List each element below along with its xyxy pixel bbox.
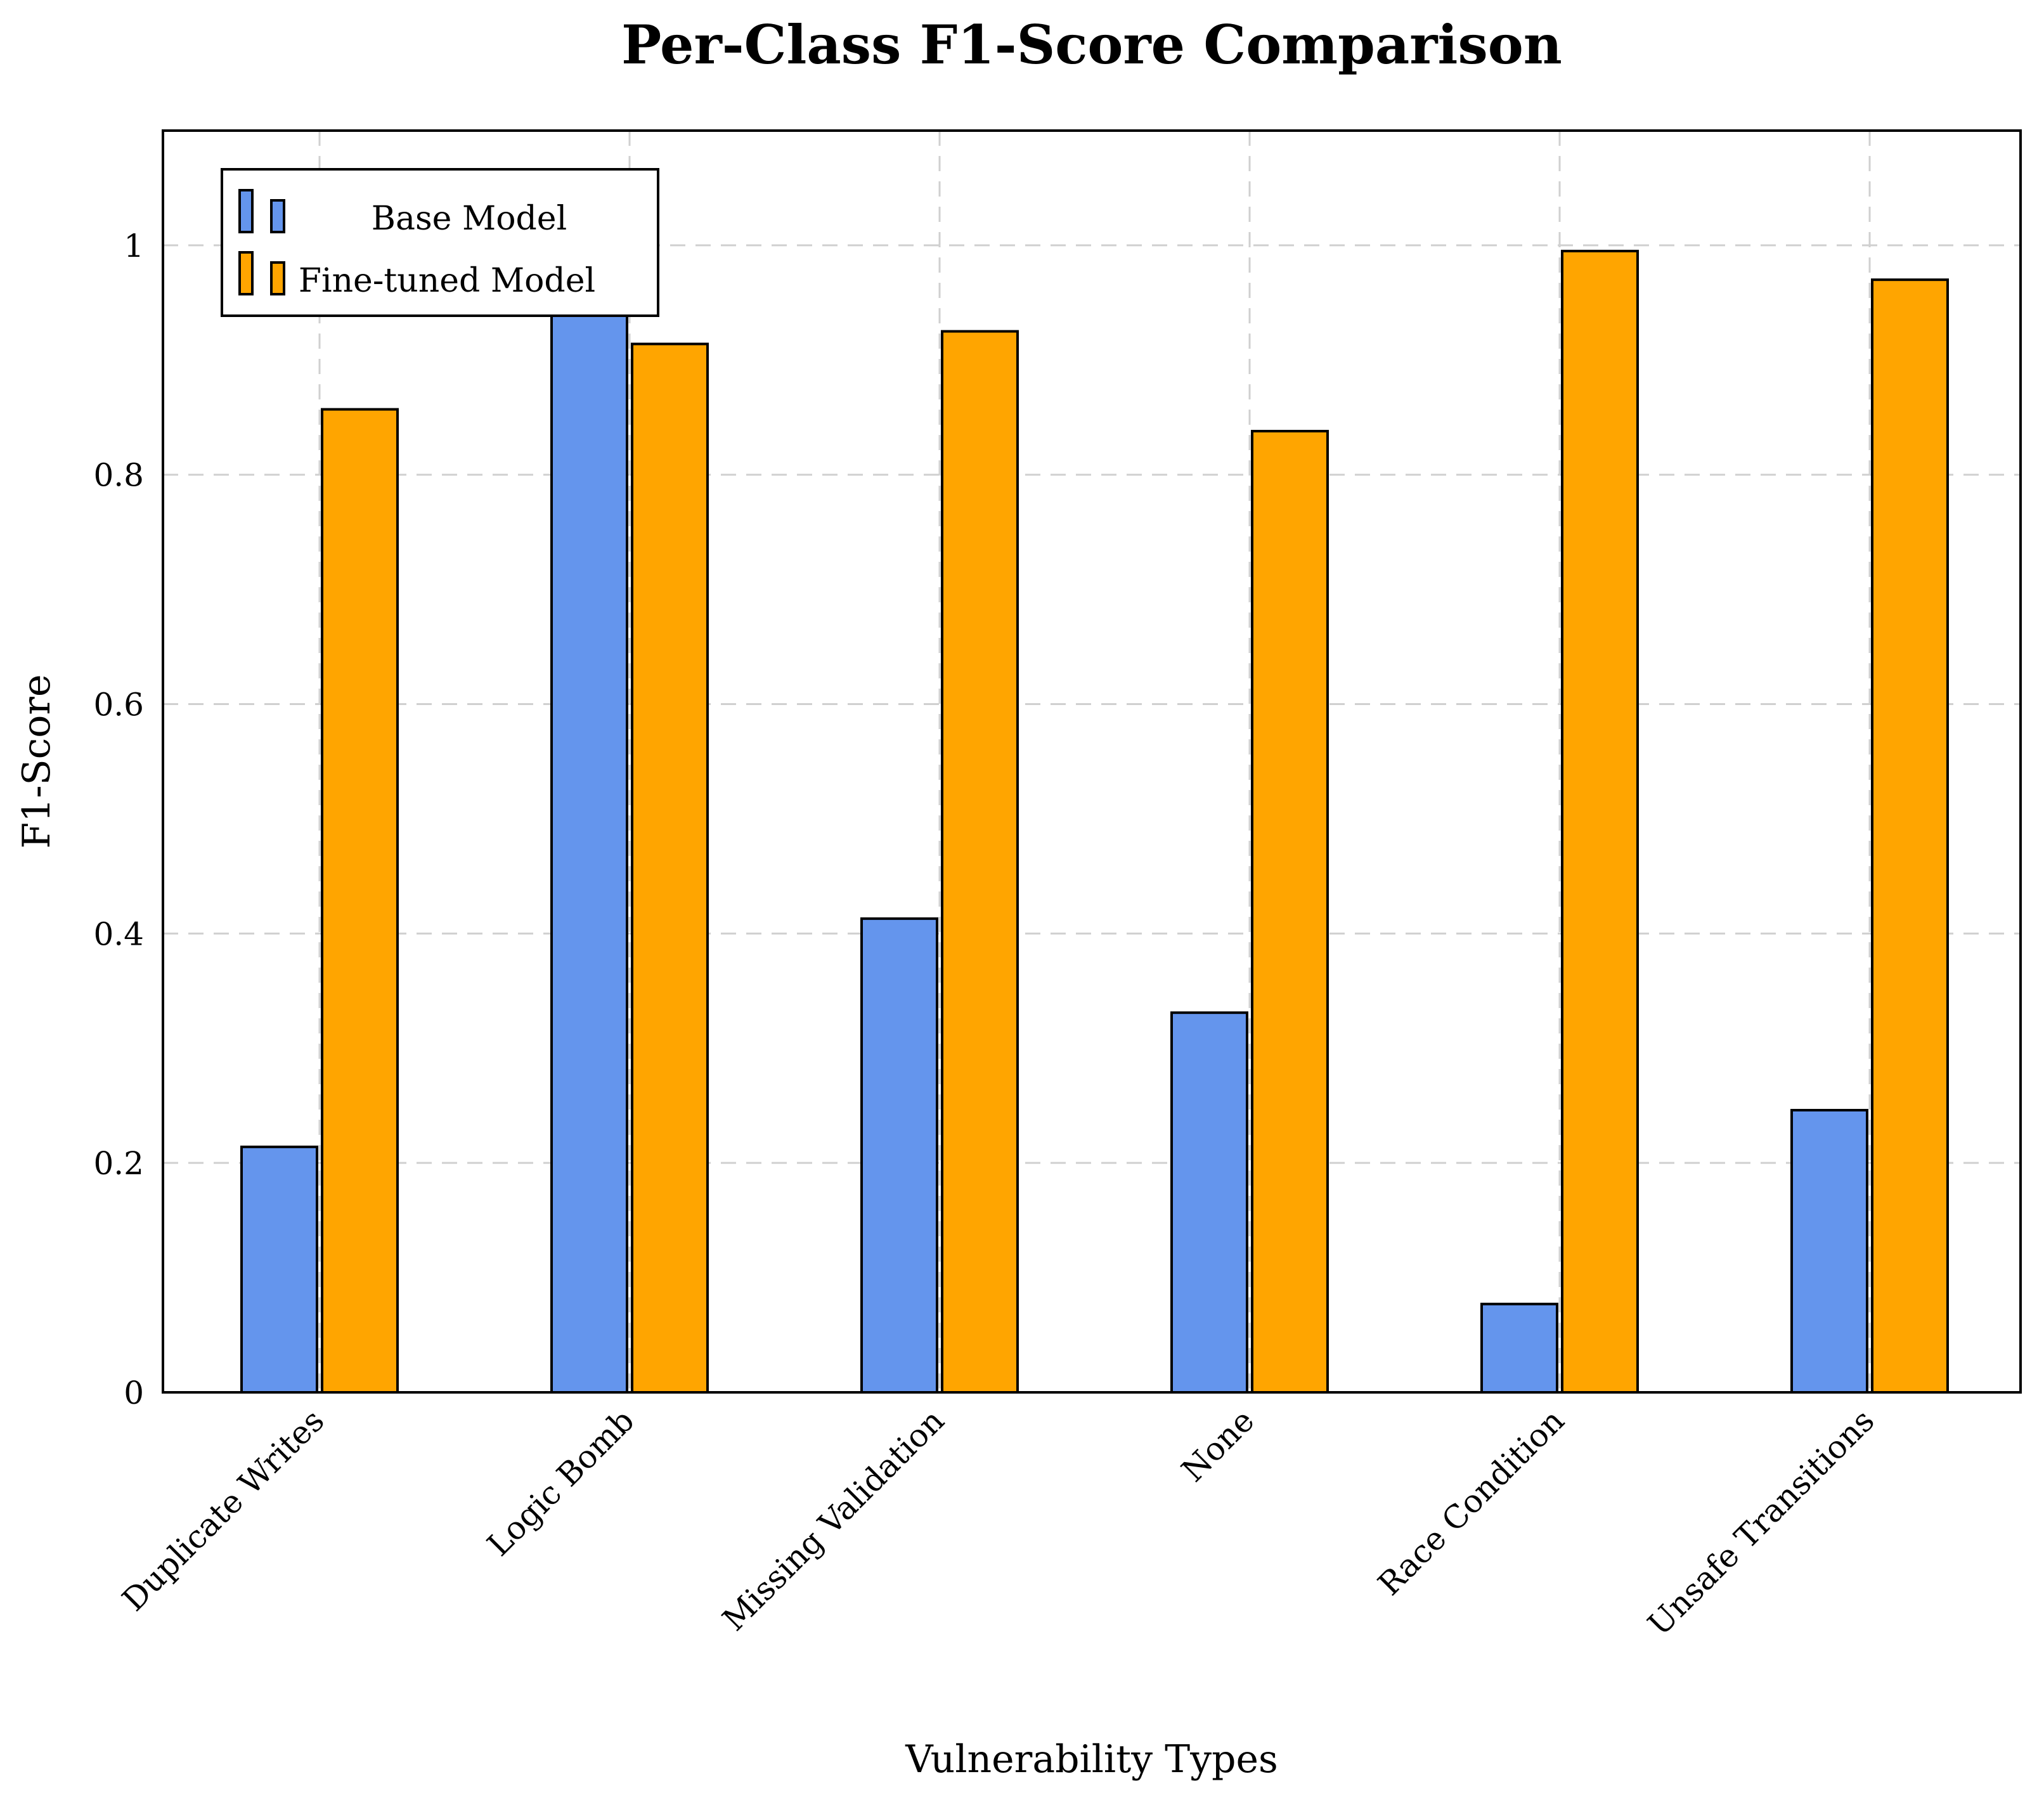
- bar-base: [1170, 1011, 1248, 1394]
- y-tick-label: 0.8: [93, 457, 144, 494]
- x-axis-label: Vulnerability Types: [905, 1737, 1278, 1782]
- legend-swatch: [270, 199, 285, 233]
- x-tick-label: None: [1175, 1402, 1262, 1489]
- bar-base: [1790, 1108, 1868, 1394]
- legend-box: [221, 168, 659, 317]
- bar-fine-tuned: [321, 408, 399, 1394]
- legend-swatch: [238, 251, 254, 295]
- bars: [240, 249, 1949, 1394]
- bar-fine-tuned: [1871, 278, 1949, 1394]
- bar-base: [1480, 1302, 1558, 1394]
- y-axis-ticks: 0 0.2 0.4 0.6 0.8 1: [93, 228, 144, 1411]
- legend-swatch: [238, 189, 254, 233]
- bar-fine-tuned: [1251, 429, 1329, 1394]
- bar-fine-tuned: [631, 342, 709, 1394]
- legend-label: Base Model: [372, 200, 567, 238]
- bar-fine-tuned: [1561, 249, 1639, 1394]
- y-tick-label: 0: [124, 1375, 144, 1411]
- y-tick-label: 1: [124, 228, 144, 264]
- plot-frame: [162, 129, 2022, 1394]
- y-tick-label: 0.2: [93, 1145, 144, 1182]
- y-axis-label: F1-Score: [15, 674, 59, 848]
- grid: [163, 131, 2021, 1392]
- bar-base: [860, 917, 938, 1394]
- x-tick-label: Missing Validation: [715, 1402, 951, 1638]
- legend-swatch: [270, 261, 285, 295]
- y-tick-label: 0.6: [93, 687, 144, 723]
- x-tick-label: Duplicate Writes: [115, 1402, 332, 1618]
- x-tick-label: Unsafe Transitions: [1641, 1402, 1882, 1643]
- x-tick-label: Race Condition: [1371, 1402, 1571, 1602]
- x-axis-ticks: Duplicate Writes Logic Bomb Missing Valida…: [115, 1402, 1882, 1643]
- x-tick-label: Logic Bomb: [480, 1402, 641, 1563]
- bar-base: [550, 278, 628, 1394]
- legend: Base Model Fine-tuned Model: [221, 168, 659, 317]
- bar-base: [240, 1145, 318, 1394]
- legend-label: Fine-tuned Model: [299, 262, 595, 300]
- y-tick-label: 0.4: [93, 916, 144, 952]
- chart-title: Per-Class F1-Score Comparison: [621, 13, 1562, 76]
- bar-fine-tuned: [941, 330, 1019, 1394]
